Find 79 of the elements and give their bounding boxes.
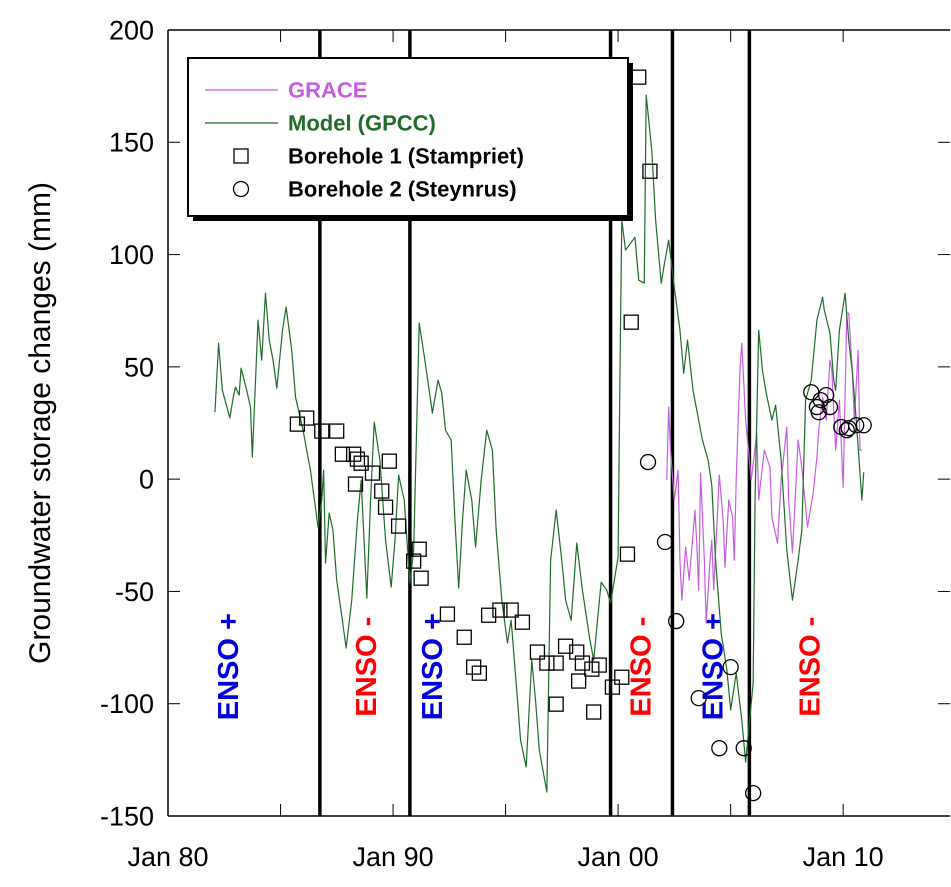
point: [604, 679, 620, 695]
point: [803, 384, 820, 400]
point: [569, 644, 584, 660]
x-tick-label: Jan 10: [802, 842, 884, 872]
point: [456, 630, 472, 645]
point: [440, 606, 456, 622]
point: [346, 446, 362, 462]
point: [584, 661, 600, 677]
legend-label: Borehole 1 (Stampriet): [288, 144, 524, 169]
point: [382, 454, 397, 469]
y-tick-label: 50: [124, 352, 154, 382]
y-tick-label: 150: [108, 128, 154, 158]
legend-label: Borehole 2 (Steynrus): [288, 176, 517, 202]
point: [350, 452, 366, 467]
point: [812, 392, 829, 408]
annotation: ENSO -: [794, 616, 826, 717]
annotation: ENSO +: [416, 613, 449, 720]
point: [334, 446, 350, 462]
point: [348, 476, 364, 492]
point: [822, 398, 838, 416]
annotation: ENSO -: [626, 616, 658, 717]
point: [642, 164, 658, 179]
x-tick-label: Jan 80: [127, 842, 209, 872]
point: [620, 546, 636, 562]
point: [624, 314, 639, 330]
y-tick-label: 0: [138, 464, 154, 495]
point: [354, 456, 369, 471]
point: [390, 518, 406, 534]
x-tick-label: Jan 90: [352, 842, 434, 872]
point: [406, 553, 422, 569]
point: [299, 410, 314, 426]
point: [329, 423, 344, 439]
point: [492, 602, 508, 618]
point: [314, 423, 330, 439]
point: [364, 465, 380, 481]
point: [480, 608, 496, 623]
point: [574, 655, 590, 671]
annotation: ENSO -: [350, 616, 383, 717]
legend-label: Model (GPCC): [288, 110, 436, 136]
point: [378, 500, 394, 515]
y-tick-label: 200: [108, 15, 154, 46]
point: [614, 670, 630, 685]
y-tick-label: -100: [100, 689, 154, 720]
y-axis-title: Groundwater storage changes (mm): [24, 182, 57, 664]
legend-label: GRACE: [288, 78, 368, 103]
point: [592, 657, 607, 673]
point: [736, 740, 752, 756]
point: [466, 659, 482, 675]
point: [539, 655, 555, 671]
annotation: ENSO +: [213, 613, 245, 720]
point: [711, 740, 728, 756]
x-tick-label: Jan 00: [578, 842, 659, 872]
point: [290, 416, 306, 432]
point: [833, 418, 850, 436]
point: [744, 784, 762, 802]
point: [722, 658, 739, 676]
point: [412, 542, 427, 557]
point: [586, 704, 602, 720]
point: [374, 483, 390, 499]
point: [808, 398, 826, 416]
point: [548, 655, 564, 671]
point: [848, 417, 864, 434]
annotation: ENSO +: [697, 613, 730, 720]
point: [413, 570, 429, 586]
point: [472, 666, 487, 681]
point: [530, 644, 546, 660]
point: [571, 673, 586, 689]
point: [640, 454, 656, 470]
point: [668, 612, 684, 630]
point: [818, 387, 834, 404]
y-tick-label: 100: [108, 240, 154, 270]
point: [810, 404, 827, 420]
point: [856, 417, 872, 434]
point: [558, 638, 574, 654]
point: [548, 696, 564, 712]
y-tick-label: -150: [100, 801, 154, 832]
point: [514, 614, 530, 630]
point: [503, 602, 519, 618]
y-tick-label: -50: [114, 576, 154, 607]
